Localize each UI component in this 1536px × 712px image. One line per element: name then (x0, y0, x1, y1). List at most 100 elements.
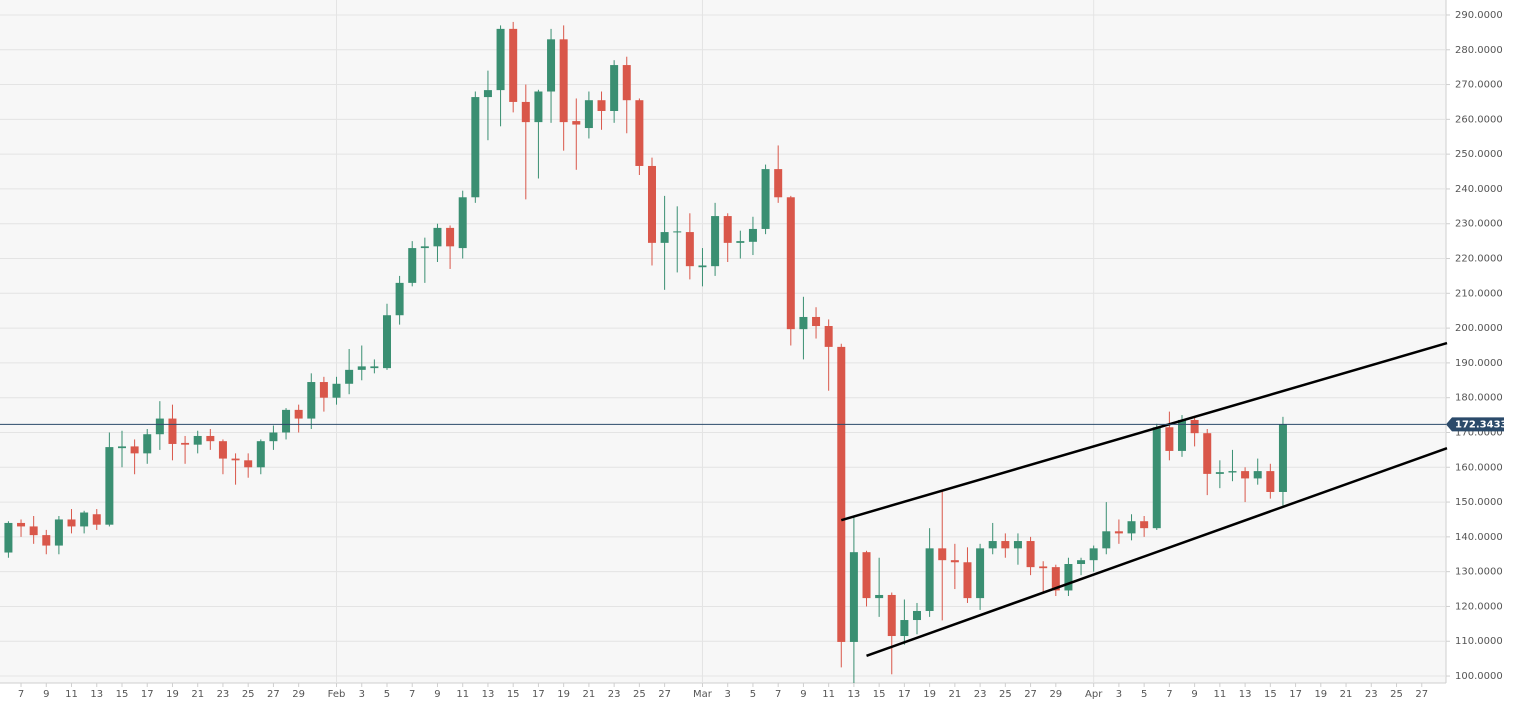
x-tick-label: 7 (775, 689, 781, 700)
x-tick-label: 25 (999, 689, 1012, 700)
candle-body (559, 39, 568, 123)
candle-body (370, 366, 379, 369)
candle-body (319, 382, 328, 398)
candle-body (256, 441, 265, 468)
x-tick-label: 13 (90, 689, 103, 700)
candle-body (181, 442, 190, 445)
trend-line (866, 446, 1448, 658)
x-tick-label: 27 (267, 689, 280, 700)
candle-body (1152, 427, 1161, 529)
candle-body (1241, 471, 1250, 479)
candle-body (786, 197, 795, 330)
candle-body (912, 610, 921, 621)
candle-body (282, 409, 291, 433)
candle-body (963, 562, 972, 599)
candle-body (168, 418, 177, 444)
x-tick-label: 27 (1415, 689, 1428, 700)
x-tick-label: 9 (800, 689, 806, 700)
y-tick-label: 210.0000 (1455, 288, 1503, 299)
candle-body (698, 265, 707, 268)
x-tick-label: 15 (873, 689, 886, 700)
candle-body (193, 435, 202, 445)
candle-body (635, 100, 644, 166)
candle-body (950, 560, 959, 563)
candle-body (849, 552, 858, 642)
candle-body (1089, 548, 1098, 561)
candle-body (673, 231, 682, 233)
candle-body (584, 100, 593, 129)
candle-body (925, 548, 934, 611)
candle-body (509, 28, 518, 102)
candle-body (1039, 566, 1048, 569)
x-tick-label: 9 (434, 689, 440, 700)
candle-body (1077, 560, 1086, 565)
x-tick-label: 19 (1314, 689, 1327, 700)
x-axis-band (0, 683, 1446, 712)
x-tick-label: 7 (1166, 689, 1172, 700)
candle-body (534, 91, 543, 123)
y-tick-label: 130.0000 (1455, 567, 1503, 578)
candle-body (1114, 531, 1123, 534)
candle-body (1127, 521, 1136, 534)
candle-body (547, 39, 556, 92)
x-tick-label: 21 (1340, 689, 1353, 700)
candle-body (837, 346, 846, 642)
candle-body (824, 326, 833, 347)
candle-body (1001, 541, 1010, 549)
x-tick-label: 19 (923, 689, 936, 700)
x-tick-label: 25 (242, 689, 255, 700)
candle-body (357, 366, 366, 370)
candle-body (433, 227, 442, 247)
candle-body (748, 228, 757, 242)
price-label: 172.34336 (1455, 419, 1515, 430)
candle-body (1278, 424, 1287, 492)
x-tick-label: 15 (116, 689, 129, 700)
candle-body (117, 446, 126, 449)
candle-body (1102, 531, 1111, 549)
candle-body (244, 460, 253, 468)
candle-body (483, 90, 492, 98)
candle-body (105, 447, 114, 525)
candle-body (1190, 419, 1199, 434)
x-tick-label: 13 (1239, 689, 1252, 700)
candle-body (206, 435, 215, 442)
candle-body (1165, 427, 1174, 451)
x-tick-label: 23 (1365, 689, 1378, 700)
x-tick-label: 5 (1141, 689, 1147, 700)
candle-body (42, 535, 51, 546)
candle-body (496, 28, 505, 91)
candle-body (572, 121, 581, 125)
candle-body (875, 594, 884, 599)
candle-body (29, 526, 38, 536)
candle-body (1253, 471, 1262, 479)
x-tick-label: Mar (693, 689, 713, 700)
x-tick-label: 21 (583, 689, 596, 700)
candle-body (1051, 567, 1060, 591)
candle-body (887, 594, 896, 637)
price-label-box (1446, 417, 1504, 432)
candle-body (231, 458, 240, 461)
x-tick-label: 23 (608, 689, 621, 700)
y-tick-label: 170.0000 (1455, 427, 1503, 438)
x-tick-label: 5 (750, 689, 756, 700)
candle-body (1026, 541, 1035, 568)
y-tick-label: 230.0000 (1455, 219, 1503, 230)
x-tick-label: 23 (217, 689, 230, 700)
x-tick-label: 11 (456, 689, 469, 700)
candle-body (345, 369, 354, 384)
candle-body (446, 227, 455, 247)
x-tick-label: 19 (557, 689, 570, 700)
candle-body (976, 548, 985, 599)
y-tick-label: 240.0000 (1455, 184, 1503, 195)
y-tick-label: 250.0000 (1455, 149, 1503, 160)
y-tick-label: 140.0000 (1455, 532, 1503, 543)
x-tick-label: 3 (1116, 689, 1122, 700)
x-tick-label: 5 (384, 689, 390, 700)
x-tick-label: Feb (328, 689, 346, 700)
candle-body (736, 241, 745, 243)
x-tick-label: 27 (1024, 689, 1037, 700)
x-tick-label: 7 (18, 689, 24, 700)
y-axis-band (1446, 0, 1536, 712)
candle-body (761, 169, 770, 229)
